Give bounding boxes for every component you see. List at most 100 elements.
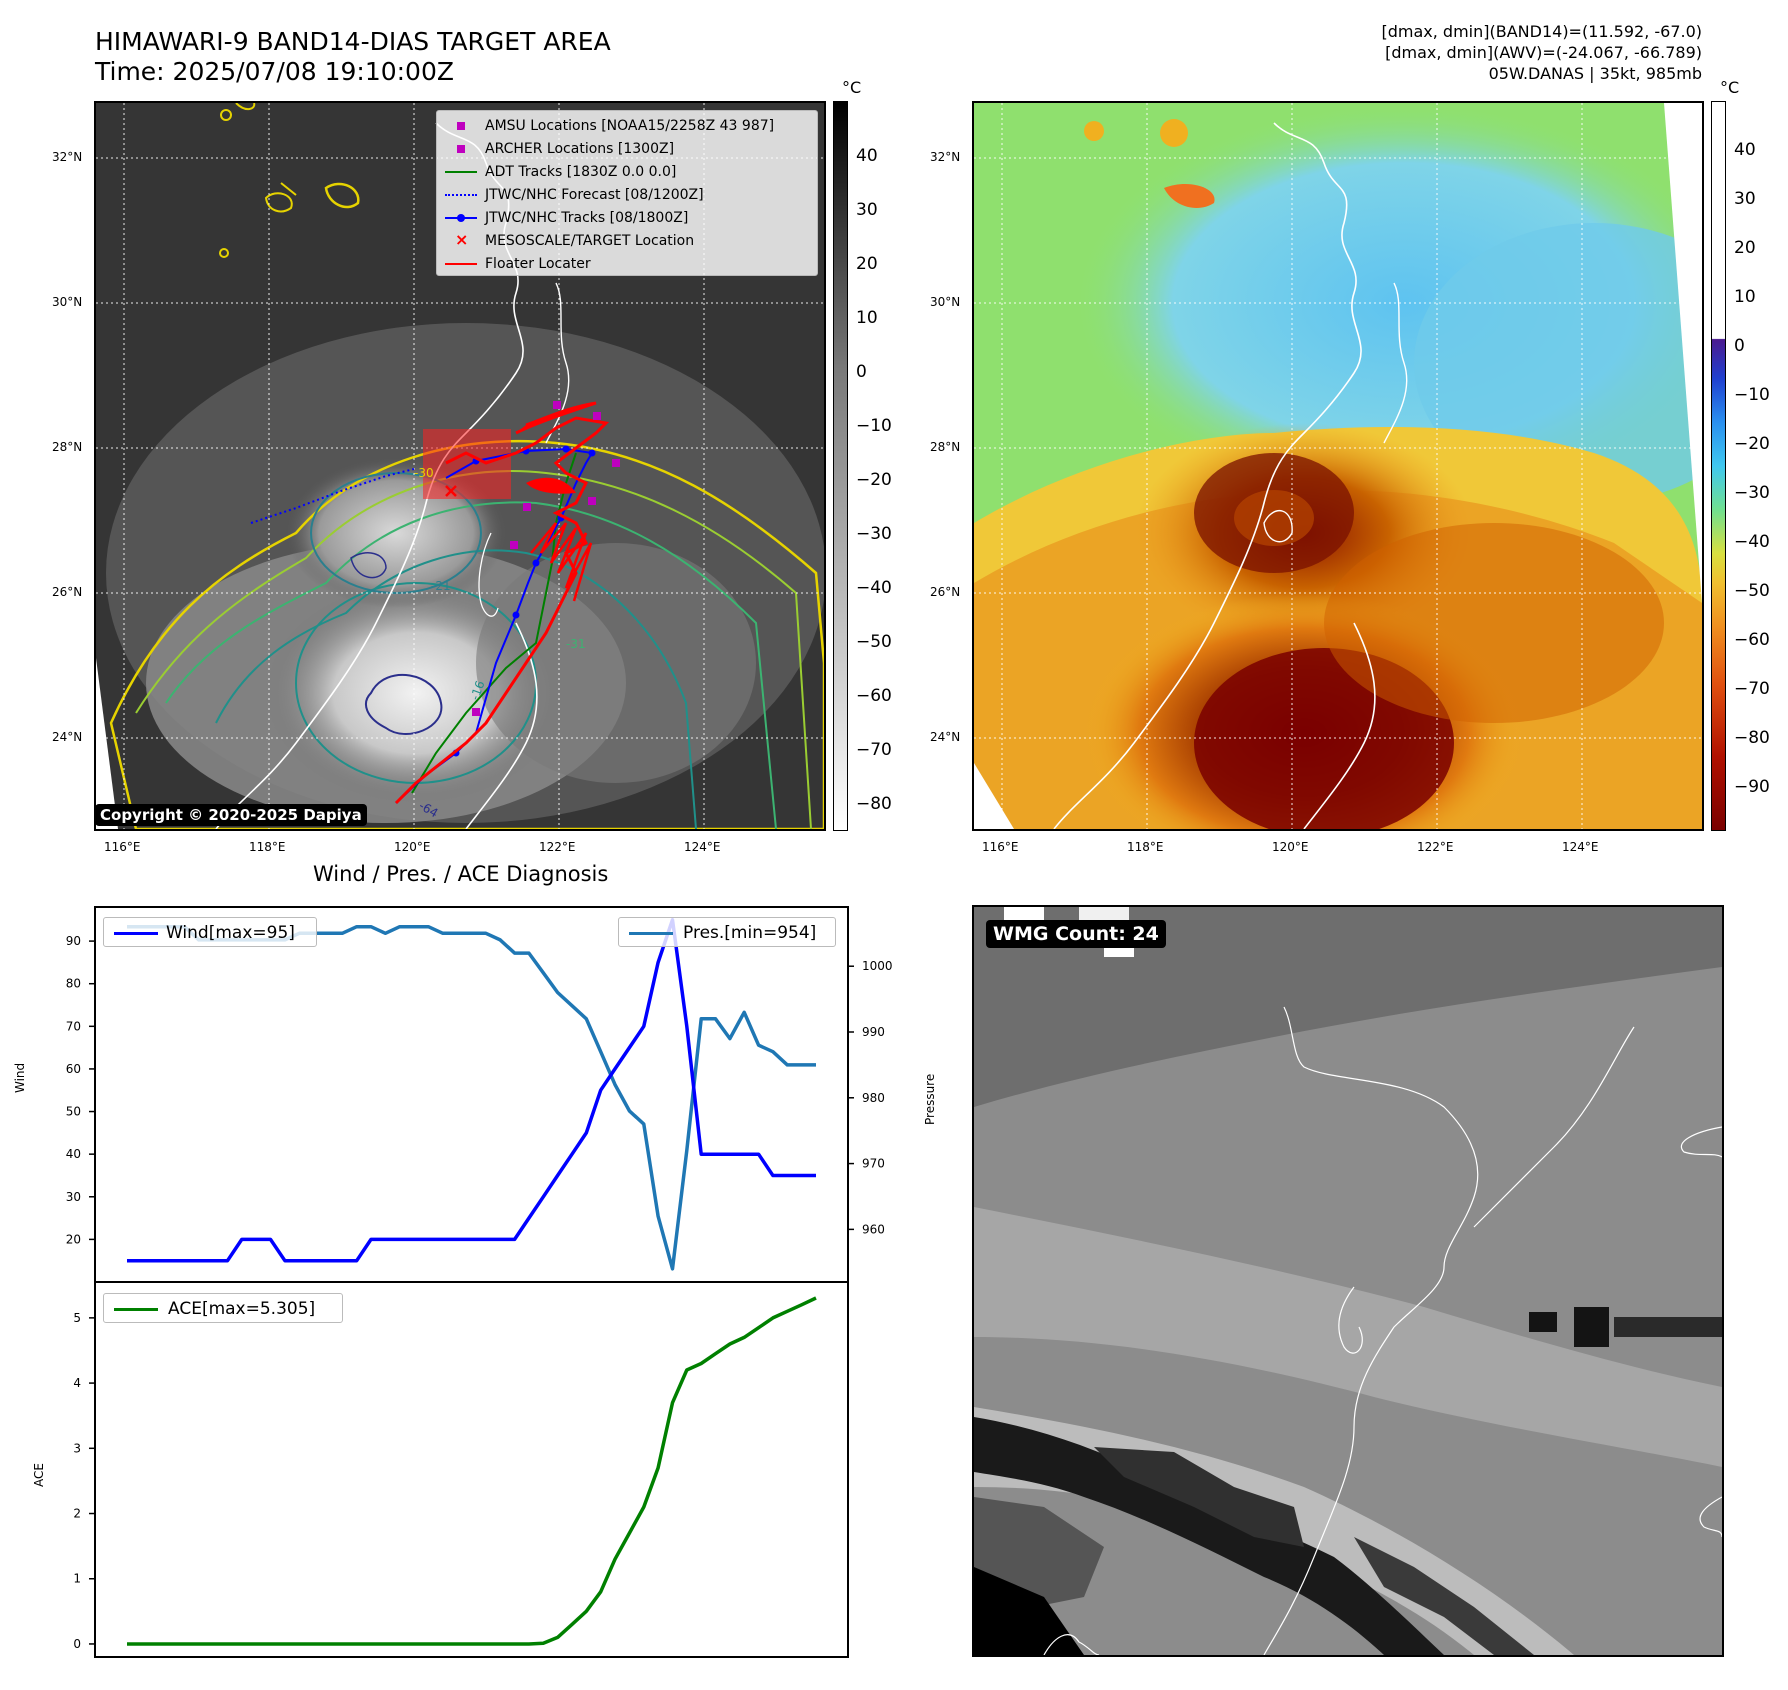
ace-axis-label: ACE bbox=[32, 1463, 46, 1487]
floater-line-icon bbox=[441, 256, 485, 272]
awv-lat-label-30: 30°N bbox=[930, 295, 961, 309]
wmg-panel: WMG Count: 24 bbox=[972, 905, 1724, 1657]
pressure-line-icon bbox=[625, 925, 683, 941]
awv-colorbar-tick-11: −70 bbox=[1734, 679, 1770, 699]
ir-colorbar-tick-3: 10 bbox=[856, 308, 878, 328]
awv-lat-label-32: 32°N bbox=[930, 150, 961, 164]
awv-colorbar-tick-1: 30 bbox=[1734, 189, 1756, 209]
awv-colorbar-tick-2: 20 bbox=[1734, 238, 1756, 258]
ace-tick-label-2: 2 bbox=[73, 1507, 81, 1521]
awv-colorbar-tick-4: 0 bbox=[1734, 336, 1745, 356]
map-legend: AMSU Locations [NOAA15/2258Z 43 987] ARC… bbox=[436, 110, 818, 276]
awv-gridlines bbox=[974, 103, 1702, 829]
awv-colorbar-unit: °C bbox=[1720, 78, 1740, 97]
legend-item-adt: ADT Tracks [1830Z 0.0 0.0] bbox=[441, 160, 813, 183]
ir-lat-label-26: 26°N bbox=[52, 585, 83, 599]
contour-label-2: -16 bbox=[468, 679, 488, 702]
figure-title-line2: Time: 2025/07/08 19:10:00Z bbox=[95, 57, 454, 86]
info-line2: [dmax, dmin](AWV)=(-24.067, -66.789) bbox=[1385, 43, 1702, 62]
floater-area bbox=[423, 429, 511, 499]
pressure-tick-label-970: 970 bbox=[862, 1157, 885, 1171]
ir-lon-label-124: 124°E bbox=[684, 840, 721, 854]
wmg-count-badge: WMG Count: 24 bbox=[986, 920, 1166, 948]
adt-line-icon bbox=[441, 164, 485, 180]
legend-item-amsu: AMSU Locations [NOAA15/2258Z 43 987] bbox=[441, 114, 813, 137]
legend-item-archer: ARCHER Locations [1300Z] bbox=[441, 137, 813, 160]
wind-tick-label-80: 80 bbox=[66, 977, 81, 991]
awv-colorbar-tick-7: −30 bbox=[1734, 483, 1770, 503]
info-line3: 05W.DANAS | 35kt, 985mb bbox=[1488, 64, 1702, 83]
ir-colorbar-tick-0: 40 bbox=[856, 146, 878, 166]
ir-lat-label-32: 32°N bbox=[52, 150, 83, 164]
wind-tick-label-30: 30 bbox=[66, 1190, 81, 1204]
ir-colorbar-tick-1: 30 bbox=[856, 200, 878, 220]
copyright-badge: Copyright © 2020-2025 Dapiya bbox=[96, 804, 367, 826]
adt-track-line bbox=[411, 452, 577, 794]
wind-tick-label-90: 90 bbox=[66, 934, 81, 948]
amsu-square-icon bbox=[441, 118, 485, 134]
awv-colorbar bbox=[1711, 101, 1726, 831]
ace-tick-label-3: 3 bbox=[73, 1441, 81, 1455]
awv-map-panel bbox=[972, 101, 1704, 831]
ir-lat-label-30: 30°N bbox=[52, 295, 83, 309]
ir-colorbar-tick-10: −60 bbox=[856, 686, 892, 706]
contour-label-5: -21 bbox=[431, 579, 451, 593]
ace-tick-label-4: 4 bbox=[73, 1376, 81, 1390]
legend-item-jtwc: JTWC/NHC Tracks [08/1800Z] bbox=[441, 206, 813, 229]
awv-colorbar-tick-10: −60 bbox=[1734, 630, 1770, 650]
awv-lon-label-120: 120°E bbox=[1272, 840, 1309, 854]
awv-colorbar-tick-6: −20 bbox=[1734, 434, 1770, 454]
figure-title-line1: HIMAWARI-9 BAND14-DIAS TARGET AREA bbox=[95, 27, 611, 56]
pressure-legend: Pres.[min=954] bbox=[618, 917, 836, 947]
awv-lat-label-24: 24°N bbox=[930, 730, 961, 744]
awv-lon-label-122: 122°E bbox=[1417, 840, 1454, 854]
wmg-canvas bbox=[974, 907, 1722, 1655]
amsu-archer-markers bbox=[472, 401, 620, 716]
wind-axis-label: Wind bbox=[13, 1062, 27, 1093]
wind-pres-axes-frame bbox=[94, 906, 849, 1283]
ir-colorbar-tick-5: −10 bbox=[856, 416, 892, 436]
ir-colorbar bbox=[833, 101, 848, 831]
wind-tick-label-40: 40 bbox=[66, 1147, 81, 1161]
ir-colorbar-tick-9: −50 bbox=[856, 632, 892, 652]
awv-colorbar-tick-8: −40 bbox=[1734, 532, 1770, 552]
archer-square-icon bbox=[441, 141, 485, 157]
ace-series-line bbox=[127, 1296, 817, 1646]
wind-tick-label-20: 20 bbox=[66, 1232, 81, 1246]
ir-map-panel: -30 -16 -64 -31 -21 AMSU Locations [NOAA… bbox=[94, 101, 826, 831]
legend-item-floater: Floater Locater bbox=[441, 252, 813, 275]
ir-lon-label-118: 118°E bbox=[249, 840, 286, 854]
floater-locater-line bbox=[394, 416, 610, 805]
target-x-icon: × bbox=[455, 229, 469, 249]
target-location-marker bbox=[445, 485, 457, 497]
contour-label-1: -30 bbox=[414, 466, 434, 480]
ir-lat-label-28: 28°N bbox=[52, 440, 83, 454]
ace-legend: ACE[max=5.305] bbox=[103, 1293, 343, 1323]
wind-tick-label-60: 60 bbox=[66, 1062, 81, 1076]
pressure-axis-label: Pressure bbox=[923, 1073, 937, 1125]
wind-series-line bbox=[127, 918, 816, 1263]
ir-lon-label-120: 120°E bbox=[394, 840, 431, 854]
awv-colorbar-tick-3: 10 bbox=[1734, 287, 1756, 307]
pressure-tick-label-960: 960 bbox=[862, 1222, 885, 1236]
awv-colorbar-tick-5: −10 bbox=[1734, 385, 1770, 405]
contour-label-4: -31 bbox=[566, 637, 586, 651]
wind-line-icon bbox=[110, 925, 166, 941]
awv-lon-label-118: 118°E bbox=[1127, 840, 1164, 854]
awv-colorbar-tick-13: −90 bbox=[1734, 777, 1770, 797]
awv-lat-label-26: 26°N bbox=[930, 585, 961, 599]
pressure-tick-label-980: 980 bbox=[862, 1091, 885, 1105]
awv-map-canvas bbox=[974, 103, 1702, 829]
ace-axes-frame bbox=[94, 1281, 849, 1658]
awv-lon-label-116: 116°E bbox=[982, 840, 1019, 854]
ir-colorbar-tick-12: −80 bbox=[856, 794, 892, 814]
ir-colorbar-tick-4: 0 bbox=[856, 362, 867, 382]
pressure-tick-label-1000: 1000 bbox=[862, 959, 893, 973]
ir-colorbar-tick-7: −30 bbox=[856, 524, 892, 544]
ir-colorbar-tick-11: −70 bbox=[856, 740, 892, 760]
legend-item-forecast: JTWC/NHC Forecast [08/1200Z] bbox=[441, 183, 813, 206]
awv-lon-label-124: 124°E bbox=[1562, 840, 1599, 854]
jtwc-forecast-line bbox=[250, 468, 415, 524]
ir-lat-label-24: 24°N bbox=[52, 730, 83, 744]
pressure-series-line bbox=[127, 924, 816, 1271]
